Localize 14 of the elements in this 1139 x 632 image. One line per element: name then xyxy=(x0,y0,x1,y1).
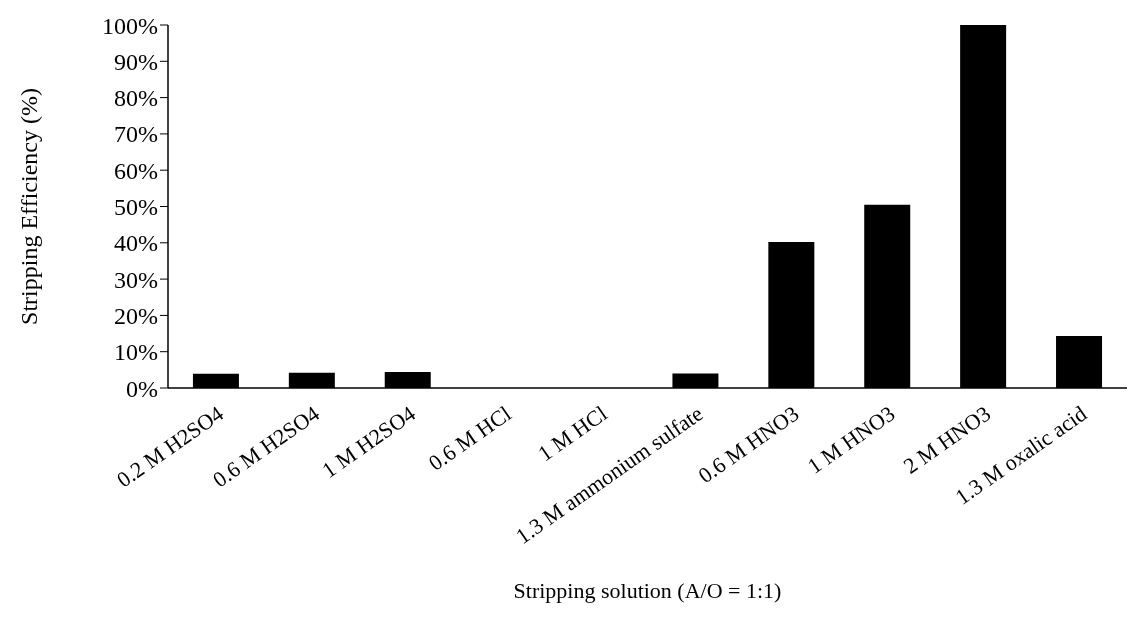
x-tick-label: 0.6 M HCl xyxy=(423,400,516,476)
x-axis-title: Stripping solution (A/O = 1:1) xyxy=(513,578,782,603)
y-tick-label: 20% xyxy=(114,302,158,329)
y-tick-label: 0% xyxy=(126,375,158,402)
y-tick-label: 70% xyxy=(114,121,158,148)
y-tick-label: 100% xyxy=(102,12,158,39)
y-tick-label: 10% xyxy=(114,339,158,366)
y-tick-label: 30% xyxy=(114,266,158,293)
y-tick-label: 90% xyxy=(114,48,158,75)
y-axis-title: Stripping Efficiency (%) xyxy=(15,88,42,325)
y-tick-label: 40% xyxy=(114,230,158,257)
y-tick-label: 80% xyxy=(114,85,158,112)
y-tick-label: 60% xyxy=(114,157,158,184)
y-tick-label: 50% xyxy=(114,194,158,221)
